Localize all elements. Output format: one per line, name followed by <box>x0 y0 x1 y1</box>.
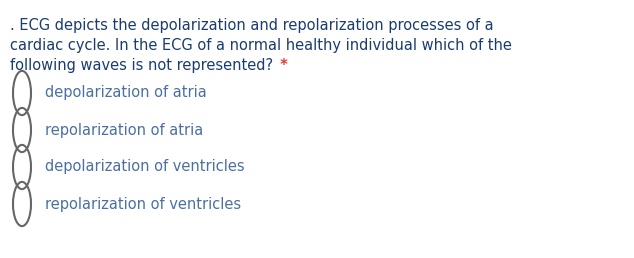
Text: repolarization of ventricles: repolarization of ventricles <box>45 197 241 212</box>
Text: depolarization of atria: depolarization of atria <box>45 85 207 101</box>
Text: depolarization of ventricles: depolarization of ventricles <box>45 159 245 174</box>
Text: . ECG depicts the depolarization and repolarization processes of a: . ECG depicts the depolarization and rep… <box>10 18 494 33</box>
Text: following waves is not represented?: following waves is not represented? <box>10 58 273 73</box>
Text: cardiac cycle. In the ECG of a normal healthy individual which of the: cardiac cycle. In the ECG of a normal he… <box>10 38 512 53</box>
Text: *: * <box>275 58 288 73</box>
Text: repolarization of atria: repolarization of atria <box>45 123 204 138</box>
